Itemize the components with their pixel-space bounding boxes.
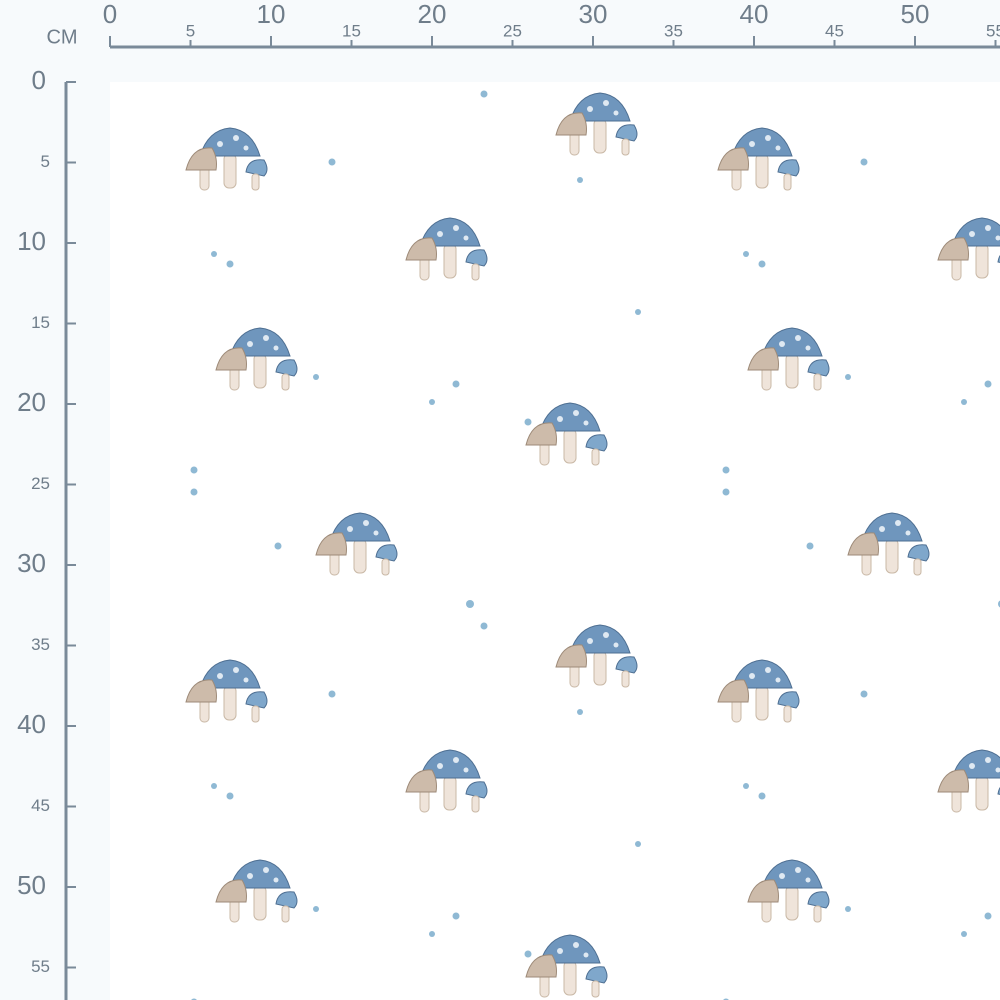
x-tick-label: 50 <box>901 0 930 29</box>
x-tick-label: 55 <box>986 21 1000 40</box>
y-tick-label: 30 <box>17 548 46 578</box>
y-tick-label: 35 <box>31 635 50 654</box>
y-tick-label: 0 <box>32 65 46 95</box>
y-tick-label: 40 <box>17 709 46 739</box>
y-tick-label: 25 <box>31 474 50 493</box>
y-tick-label: 15 <box>31 313 50 332</box>
x-tick-label: 40 <box>740 0 769 29</box>
x-tick-label: 30 <box>579 0 608 29</box>
y-tick-label: 45 <box>31 796 50 815</box>
x-tick-label: 15 <box>342 21 361 40</box>
x-tick-label: 0 <box>103 0 117 29</box>
x-tick-label: 25 <box>503 21 522 40</box>
fabric-pattern <box>110 82 1000 1000</box>
unit-label: CM <box>46 26 77 48</box>
x-tick-label: 10 <box>257 0 286 29</box>
y-tick-label: 50 <box>17 870 46 900</box>
y-tick-label: 55 <box>31 957 50 976</box>
x-tick-label: 20 <box>418 0 447 29</box>
y-tick-label: 20 <box>17 387 46 417</box>
x-tick-label: 45 <box>825 21 844 40</box>
x-tick-label: 5 <box>186 21 195 40</box>
x-tick-label: 35 <box>664 21 683 40</box>
y-tick-label: 10 <box>17 226 46 256</box>
y-tick-label: 5 <box>41 152 50 171</box>
